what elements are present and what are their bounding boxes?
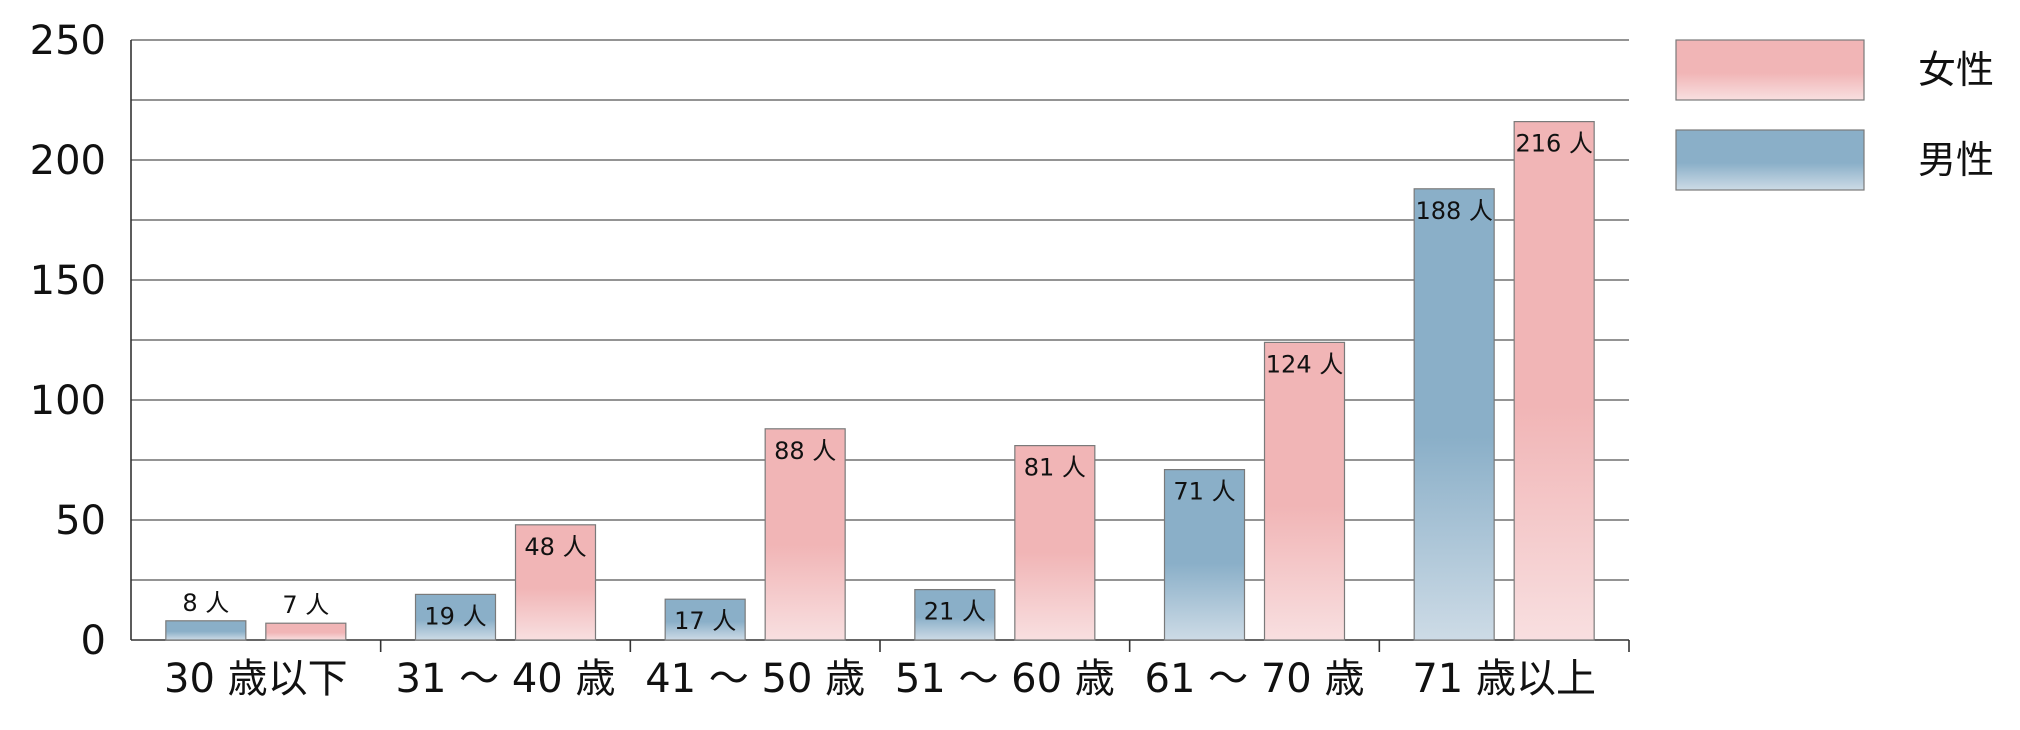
bar-male <box>414 593 497 641</box>
x-tick-label: 61 ～ 70 歳 <box>1145 656 1365 702</box>
y-tick-label: 0 <box>81 618 106 664</box>
bar-male <box>165 620 247 641</box>
bar-female <box>1014 445 1096 641</box>
data-label: 71 人 <box>1173 478 1235 506</box>
bar-male <box>914 588 996 641</box>
data-labels: 8 人 7 人 19 人 48 人 17 人 88 人 21 人 81 人 71 人 124 人 1… <box>182 130 1593 636</box>
bar-male <box>1163 469 1246 641</box>
x-tick-label: 31 ～ 40 歳 <box>396 656 616 702</box>
data-label: 81 人 <box>1024 454 1086 482</box>
bars <box>165 120 1595 641</box>
y-tick-label: 50 <box>55 498 106 544</box>
x-tick-label: 30 歳以下 <box>164 656 348 702</box>
data-label: 48 人 <box>524 533 586 561</box>
axes: 0 50 100 150 200 250 30 歳以下 31 ～ 40 歳 41 ～ 50 歳 5… <box>30 18 1630 702</box>
legend-label: 女性 <box>1918 48 1994 92</box>
y-tick-label: 100 <box>30 378 106 424</box>
legend-swatch <box>1675 39 1865 101</box>
bar-female <box>764 428 846 641</box>
data-label: 88 人 <box>774 437 836 465</box>
data-label: 19 人 <box>424 602 486 630</box>
bar-female <box>1513 120 1595 641</box>
legend-label: 男性 <box>1918 138 1994 182</box>
legend-swatch <box>1675 129 1865 191</box>
data-label: 124 人 <box>1266 350 1343 378</box>
y-tick-label: 150 <box>30 258 106 304</box>
data-label: 8 人 <box>182 589 229 617</box>
bar-female <box>1263 341 1346 641</box>
data-label: 7 人 <box>282 591 329 619</box>
x-tick-label: 71 歳以上 <box>1412 656 1596 702</box>
bar-female <box>514 524 597 641</box>
bar-male <box>664 598 746 641</box>
x-tick-label: 41 ～ 50 歳 <box>645 656 865 702</box>
bar-male <box>1413 188 1495 641</box>
bar-female <box>265 622 347 641</box>
data-label: 188 人 <box>1415 197 1492 225</box>
data-label: 216 人 <box>1515 130 1592 158</box>
data-label: 17 人 <box>674 607 736 635</box>
y-tick-label: 250 <box>30 18 106 64</box>
y-tick-label: 200 <box>30 138 106 184</box>
data-label: 21 人 <box>924 598 986 626</box>
grid <box>131 39 1629 581</box>
x-tick-label: 51 ～ 60 歳 <box>895 656 1115 702</box>
